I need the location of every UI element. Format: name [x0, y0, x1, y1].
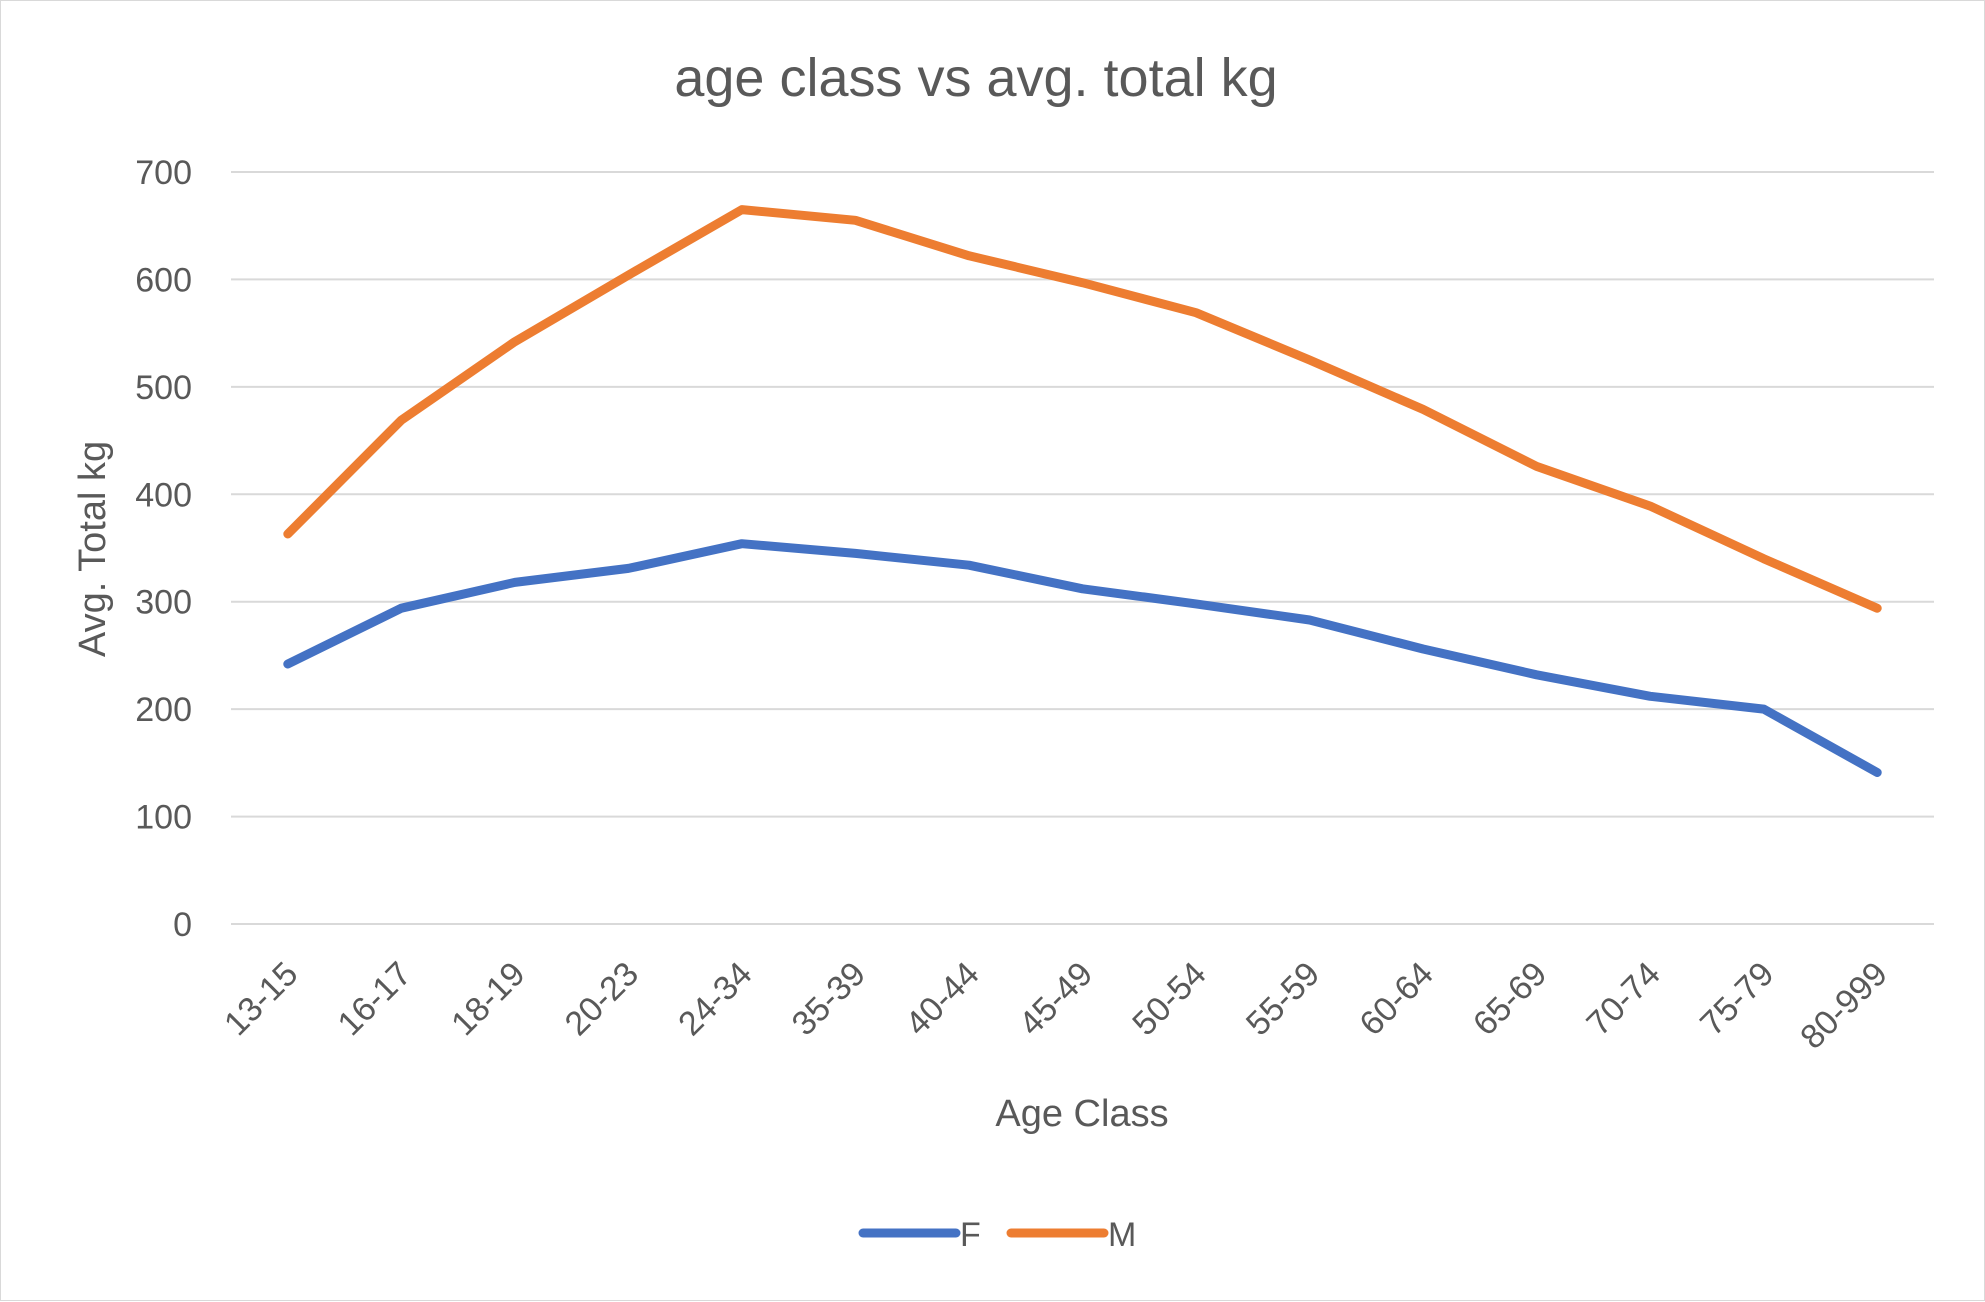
legend-label: M: [1108, 1216, 1136, 1254]
legend-item-M: M: [1006, 1216, 1136, 1254]
x-axis-title: Age Class: [995, 1093, 1168, 1135]
x-tick-label: 70-74: [1579, 955, 1667, 1043]
legend-item-F: F: [858, 1216, 981, 1254]
y-axis-ticks: 0 100 200 300 400 500 600 700: [135, 154, 192, 944]
series-lines: [283, 205, 1882, 777]
x-tick-label: 55-59: [1239, 955, 1327, 1043]
x-tick-label: 50-54: [1125, 955, 1213, 1043]
x-tick-label: 18-19: [444, 955, 532, 1043]
x-tick-label: 20-23: [558, 955, 646, 1043]
gridlines: [231, 171, 1934, 925]
y-tick-label: 500: [135, 369, 192, 407]
y-tick-label: 0: [173, 906, 192, 944]
y-tick-label: 200: [135, 691, 192, 729]
x-tick-label: 75-79: [1693, 955, 1781, 1043]
x-tick-label: 40-44: [898, 955, 986, 1043]
y-axis-title: Avg. Total kg: [72, 441, 114, 657]
x-tick-label: 60-64: [1352, 955, 1440, 1043]
x-tick-label: 16-17: [331, 955, 419, 1043]
x-tick-label: 80-999: [1793, 955, 1895, 1057]
x-tick-label: 45-49: [1012, 955, 1100, 1043]
legend-label: F: [960, 1216, 981, 1254]
series-line-M: [283, 205, 1882, 613]
x-tick-label: 13-15: [217, 955, 305, 1043]
y-tick-label: 600: [135, 261, 192, 299]
x-tick-label: 24-34: [671, 955, 759, 1043]
series-line-F: [283, 539, 1882, 777]
y-tick-label: 700: [135, 154, 192, 192]
y-tick-label: 400: [135, 476, 192, 514]
chart-title: age class vs avg. total kg: [674, 48, 1277, 108]
y-tick-label: 300: [135, 584, 192, 622]
x-tick-label: 65-69: [1466, 955, 1554, 1043]
x-tick-label: 35-39: [785, 955, 873, 1043]
x-axis-ticks: 13-15 16-17 18-19 20-23 24-34 35-39 40-44 45-49…: [217, 955, 1895, 1057]
y-tick-label: 100: [135, 799, 192, 837]
